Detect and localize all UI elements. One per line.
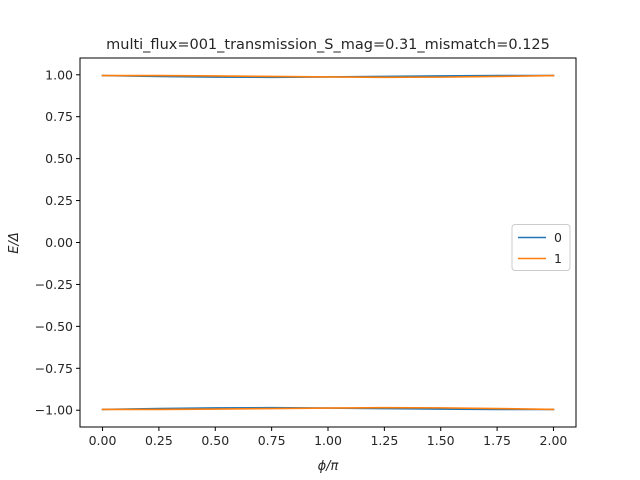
x-tick-label: 0.50 — [201, 433, 229, 448]
y-tick-label: 0.00 — [45, 235, 73, 250]
x-tick-label: 1.00 — [314, 433, 342, 448]
legend-label-1: 1 — [554, 251, 562, 266]
y-tick-label: 0.25 — [45, 193, 73, 208]
x-axis-label: ϕ/π — [318, 459, 339, 474]
y-tick-label: 0.50 — [45, 151, 73, 166]
x-tick-label: 1.25 — [370, 433, 398, 448]
x-axis: 0.00 0.25 0.50 0.75 1.00 1.25 1.50 1.75 2.00 — [89, 427, 568, 448]
y-tick-label: −0.50 — [35, 319, 73, 334]
x-tick-label: 1.75 — [483, 433, 511, 448]
series-1-line-lower — [101, 406, 555, 411]
y-axis-label: E/Δ — [7, 232, 22, 254]
y-tick-label: −0.75 — [35, 361, 73, 376]
y-tick-label: 0.75 — [45, 109, 73, 124]
y-axis: 1.00 0.75 0.50 0.25 0.00 −0.25 −0.50 −0.75 −1.00 — [35, 67, 80, 418]
y-tick-label: −0.25 — [35, 277, 73, 292]
x-tick-label: 0.00 — [89, 433, 117, 448]
x-tick-label: 0.25 — [145, 433, 173, 448]
chart-title: multi_flux=001_transmission_S_mag=0.31_m… — [106, 37, 550, 53]
x-tick-label: 1.50 — [427, 433, 455, 448]
y-tick-label: −1.00 — [35, 403, 73, 418]
plot-frame — [79, 57, 577, 428]
plot-lines — [101, 74, 555, 411]
x-tick-label: 2.00 — [540, 433, 568, 448]
legend-label-0: 0 — [554, 230, 562, 245]
x-tick-label: 0.75 — [258, 433, 286, 448]
y-tick-label: 1.00 — [45, 67, 73, 82]
legend: 01 — [511, 224, 571, 271]
series-1-line-upper — [101, 74, 555, 79]
